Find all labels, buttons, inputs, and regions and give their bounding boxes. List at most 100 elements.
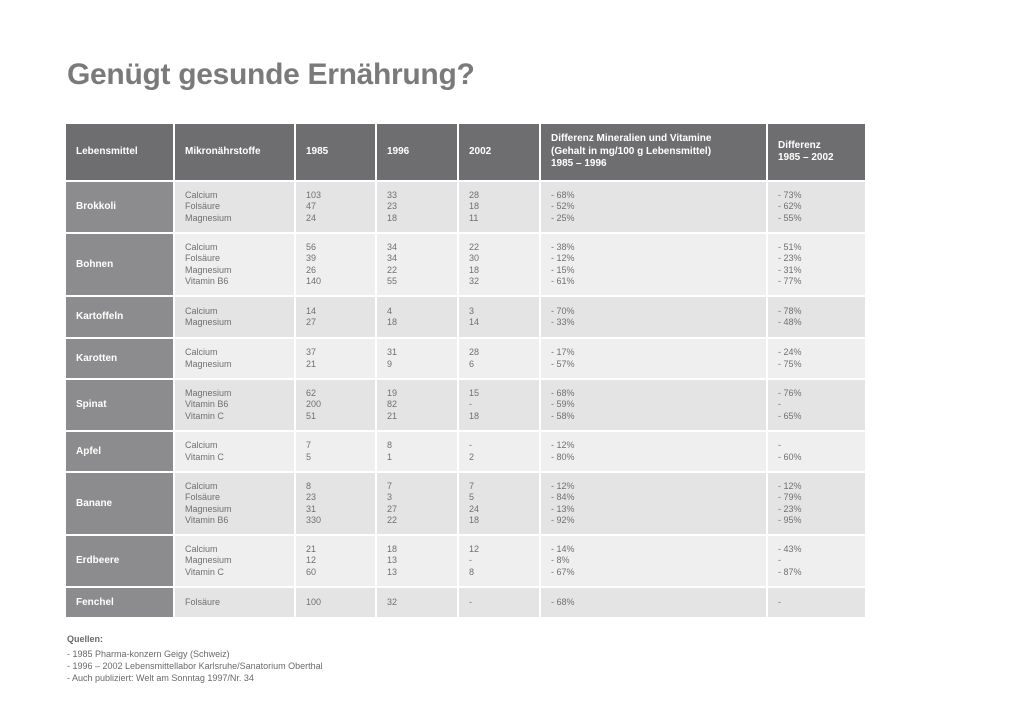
cell-value: 28: [469, 189, 480, 200]
value-1996-cell: 32: [377, 588, 457, 617]
value-1985-cell: 14 27: [296, 297, 375, 337]
value-1985-cell: 56 39 26 140: [296, 234, 375, 295]
cell-value: Magnesium: [185, 212, 232, 223]
cell-value: 8: [469, 566, 475, 577]
cell-value: Vitamin B6: [185, 514, 229, 525]
header-lebensmittel: Lebensmittel: [66, 124, 173, 180]
cell-value: 18: [387, 317, 398, 327]
cell-value: - 68%: [551, 387, 575, 398]
food-name-cell: Spinat: [66, 380, 173, 430]
cell-value: 19: [387, 387, 398, 398]
header-2002: 2002: [459, 124, 539, 180]
nutrient-cell: Magnesium Vitamin B6 Vitamin C: [175, 380, 294, 430]
value-1996-cell: 19 82 21: [377, 380, 457, 430]
cell-value: 26: [306, 264, 317, 275]
diff-2002-cell: - 76% - - 65%: [768, 380, 865, 430]
cell-value: Magnesium: [185, 387, 232, 398]
cell-value: 23: [306, 492, 317, 503]
header-differenz-1996: Differenz Mineralien und Vitamine (Gehalt…: [541, 124, 766, 180]
header-1985: 1985: [296, 124, 375, 180]
nutrient-table: Lebensmittel Mikronährstoffe 1985 1996 2002 D…: [64, 122, 867, 619]
cell-value: Magnesium: [185, 264, 232, 275]
cell-value: 32: [469, 275, 480, 286]
value-2002-cell: 28 18 11: [459, 182, 539, 232]
cell-value: 7: [306, 440, 312, 451]
table-row: Karotten Calcium Magnesium 37 21 31 9 28 6- 17% -…: [66, 339, 865, 378]
cell-value: - 79%: [778, 492, 802, 503]
cell-value: - 13%: [551, 503, 575, 514]
diff-1996-cell: - 14% - 8% - 67%: [541, 536, 766, 586]
cell-value: Folsäure: [185, 253, 221, 264]
food-name-cell: Banane: [66, 473, 173, 534]
cell-value: -: [778, 596, 781, 607]
cell-value: - 68%: [551, 596, 575, 607]
cell-value: 4: [387, 305, 393, 316]
value-1996-cell: 33 23 18: [377, 182, 457, 232]
cell-value: Vitamin C: [185, 410, 224, 421]
value-1996-cell: 34 34 22 55: [377, 234, 457, 295]
table-row: Erdbeere Calcium Magnesium Vitamin C 21 12 60 1…: [66, 536, 865, 586]
value-1985-cell: 103 47 24: [296, 182, 375, 232]
cell-value: 24: [306, 212, 317, 223]
cell-value: - 68%: [551, 189, 575, 200]
cell-value: - 25%: [551, 212, 575, 223]
cell-value: 18: [387, 543, 398, 554]
source-line: - 1985 Pharma-konzern Geigy (Schweiz): [67, 649, 230, 659]
diff-1996-cell: - 38% - 12% - 15% - 61%: [541, 234, 766, 295]
table-row: Brokkoli Calcium Folsäure Magnesium 103 47 24 3…: [66, 182, 865, 232]
cell-value: - 77%: [778, 275, 802, 286]
cell-value: 34: [387, 253, 398, 264]
cell-value: - 58%: [551, 410, 575, 421]
cell-value: Vitamin B6: [185, 275, 229, 286]
cell-value: 13: [387, 555, 398, 566]
cell-value: 31: [306, 503, 317, 514]
cell-value: - 92%: [551, 514, 575, 525]
food-name-cell: Brokkoli: [66, 182, 173, 232]
food-name-cell: Fenchel: [66, 588, 173, 617]
value-2002-cell: 22 30 18 32: [459, 234, 539, 295]
cell-value: -: [778, 399, 781, 410]
cell-value: 12: [469, 543, 480, 554]
cell-value: - 48%: [778, 317, 802, 327]
cell-value: 103: [306, 189, 322, 200]
cell-value: - 75%: [778, 358, 802, 369]
cell-value: 82: [387, 399, 398, 410]
cell-value: - 51%: [778, 241, 802, 252]
cell-value: 15: [469, 387, 480, 398]
cell-value: 13: [387, 566, 398, 577]
header-text: Lebensmittel: [76, 145, 138, 157]
cell-value: 3: [387, 492, 393, 503]
cell-value: Calcium: [185, 440, 218, 451]
food-name-cell: Erdbeere: [66, 536, 173, 586]
cell-value: 3: [469, 305, 475, 316]
cell-value: - 17%: [551, 347, 575, 358]
cell-value: - 65%: [778, 410, 802, 421]
cell-value: 22: [387, 514, 398, 525]
diff-1996-cell: - 12% - 84% - 13% - 92%: [541, 473, 766, 534]
food-name-cell: Karotten: [66, 339, 173, 378]
header-text: 1985 – 1996: [551, 158, 607, 170]
sources-heading: Quellen:: [67, 634, 104, 644]
value-2002-cell: 15-18: [459, 380, 539, 430]
nutrient-cell: Calcium Folsäure Magnesium Vitamin B6: [175, 234, 294, 295]
cell-value: - 62%: [778, 201, 802, 212]
food-name-cell: Apfel: [66, 432, 173, 471]
cell-value: - 59%: [551, 399, 575, 410]
cell-value: Folsäure: [185, 201, 221, 212]
cell-value: - 38%: [551, 241, 575, 252]
value-1996-cell: 18 13 13: [377, 536, 457, 586]
cell-value: Magnesium: [185, 317, 232, 327]
nutrient-cell: Calcium Magnesium Vitamin C: [175, 536, 294, 586]
sources-block: Quellen: - 1985 Pharma-konzern Geigy (Sc…: [67, 633, 323, 684]
cell-value: 18: [469, 264, 480, 275]
cell-value: -: [469, 399, 472, 410]
cell-value: Magnesium: [185, 358, 232, 369]
cell-value: 100: [306, 596, 322, 607]
value-1985-cell: 62 200 51: [296, 380, 375, 430]
header-text: Differenz Mineralien und Vitamine: [551, 133, 712, 145]
cell-value: Calcium: [185, 480, 218, 491]
cell-value: 27: [306, 317, 317, 327]
cell-value: 7: [387, 480, 393, 491]
header-text: 1985 – 2002: [778, 152, 834, 163]
